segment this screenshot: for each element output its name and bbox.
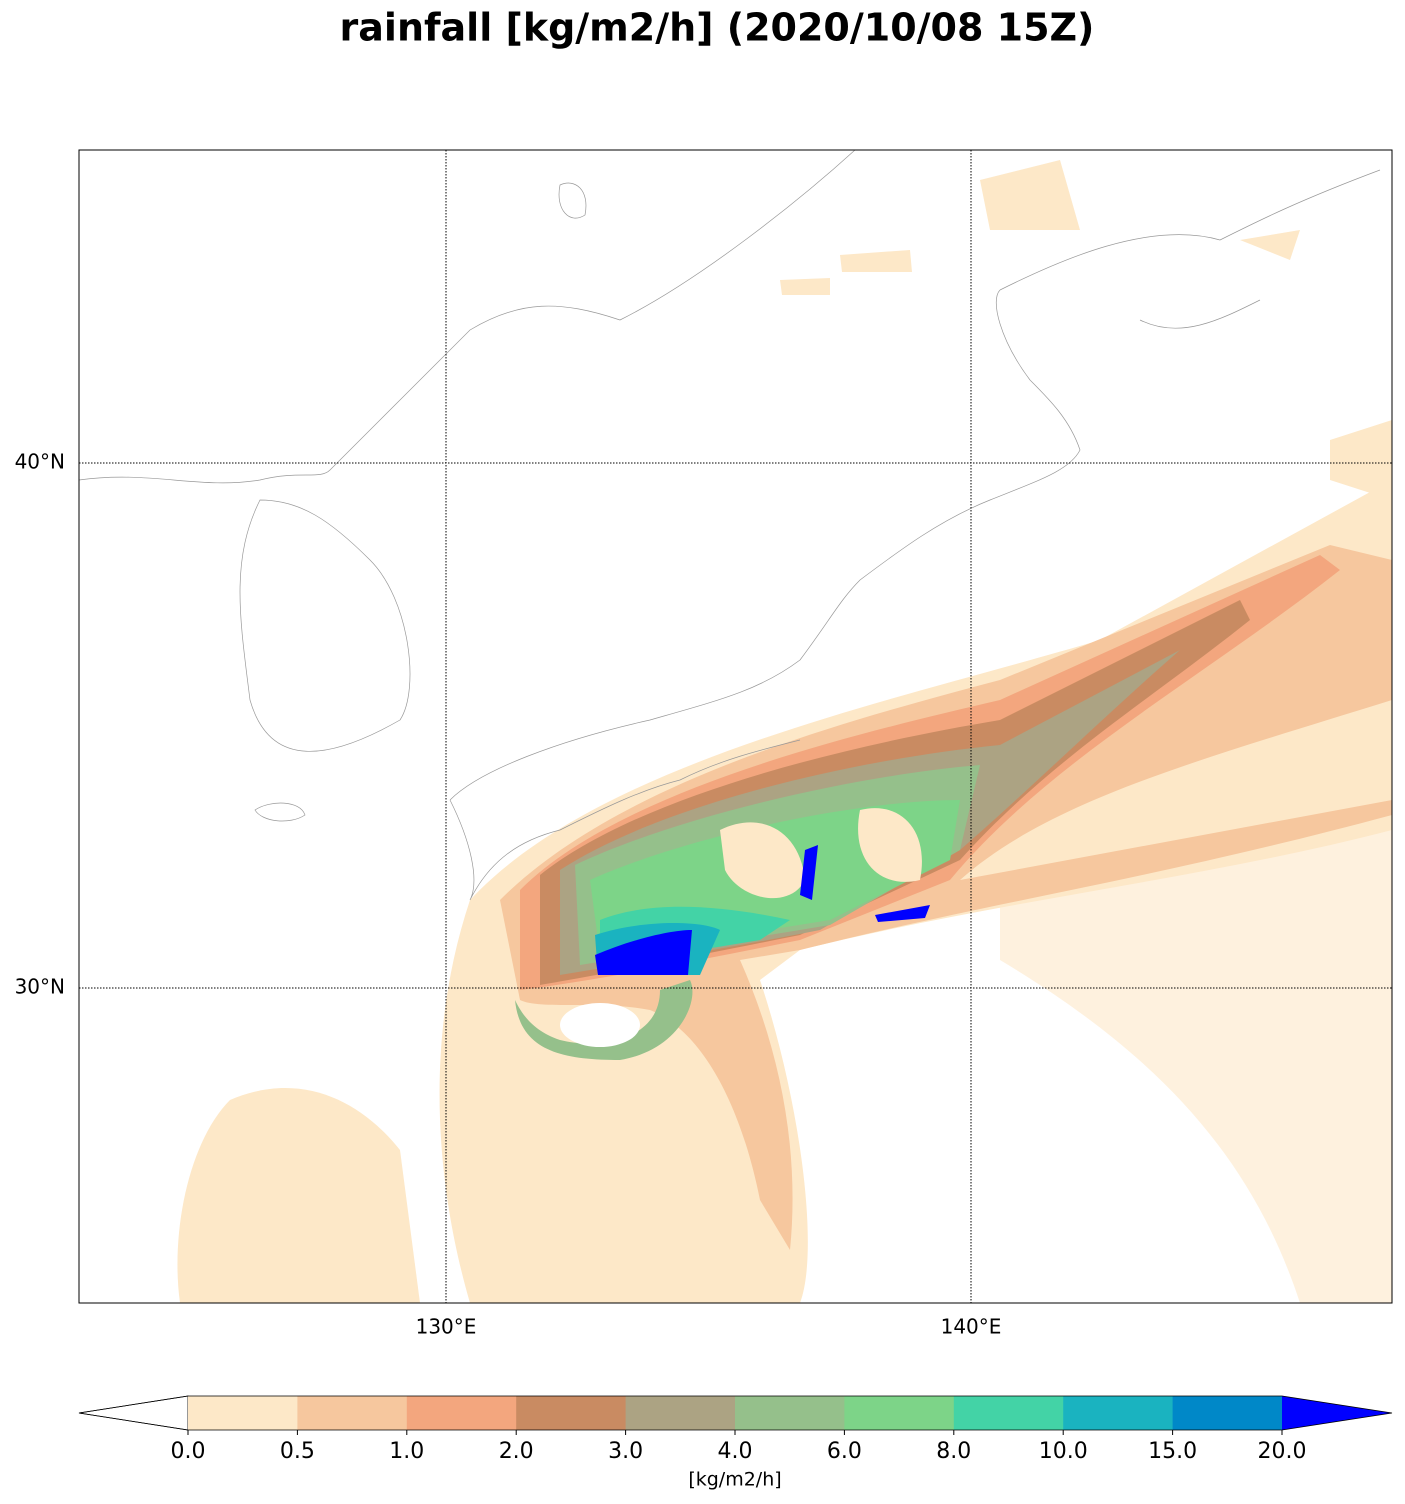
coastlines bbox=[78, 149, 1381, 901]
colorbar-segment bbox=[188, 1396, 298, 1430]
colorbar-label: 6.0 bbox=[827, 1439, 862, 1464]
colorbar-segment bbox=[953, 1396, 1064, 1430]
colorbar-segment bbox=[516, 1396, 627, 1430]
colorbar-segment bbox=[844, 1396, 955, 1430]
title: rainfall [kg/m2/h] (2020/10/08 15Z) bbox=[340, 6, 1095, 50]
graticule: 40°N 30°N 130°E 140°E bbox=[15, 150, 1392, 1339]
colorbar-label: 3.0 bbox=[608, 1439, 643, 1464]
colorbar-label: 10.0 bbox=[1039, 1439, 1088, 1464]
colorbar-label: 1.0 bbox=[389, 1439, 424, 1464]
colorbar-label: 20.0 bbox=[1258, 1439, 1307, 1464]
lat-label: 30°N bbox=[15, 975, 65, 999]
colorbar-label: 0.5 bbox=[280, 1439, 315, 1464]
colorbar-over bbox=[1282, 1396, 1392, 1430]
rainfall-field bbox=[177, 160, 1392, 1303]
lon-label: 130°E bbox=[416, 1315, 477, 1339]
lon-label: 140°E bbox=[941, 1315, 1002, 1339]
map-frame bbox=[78, 149, 1393, 1304]
colorbar-segment bbox=[735, 1396, 845, 1430]
colorbar-unit: [kg/m2/h] bbox=[688, 1469, 781, 1491]
colorbar-segment bbox=[297, 1396, 408, 1430]
colorbar-under bbox=[78, 1395, 189, 1431]
colorbar-label: 0.0 bbox=[171, 1439, 206, 1464]
colorbar: 0.0 0.5 1.0 2.0 3.0 4.0 6.0 8.0 10.0 15.0 20.0 [kg/… bbox=[78, 1395, 1393, 1491]
colorbar-label: 15.0 bbox=[1148, 1439, 1197, 1464]
colorbar-segment bbox=[1172, 1396, 1283, 1430]
colorbar-segment bbox=[1063, 1396, 1174, 1430]
colorbar-label: 2.0 bbox=[499, 1439, 534, 1464]
colorbar-segment bbox=[625, 1396, 736, 1430]
colorbar-label: 4.0 bbox=[718, 1439, 753, 1464]
lat-label: 40°N bbox=[15, 450, 65, 474]
colorbar-label: 8.0 bbox=[936, 1439, 971, 1464]
colorbar-segment bbox=[406, 1396, 517, 1430]
